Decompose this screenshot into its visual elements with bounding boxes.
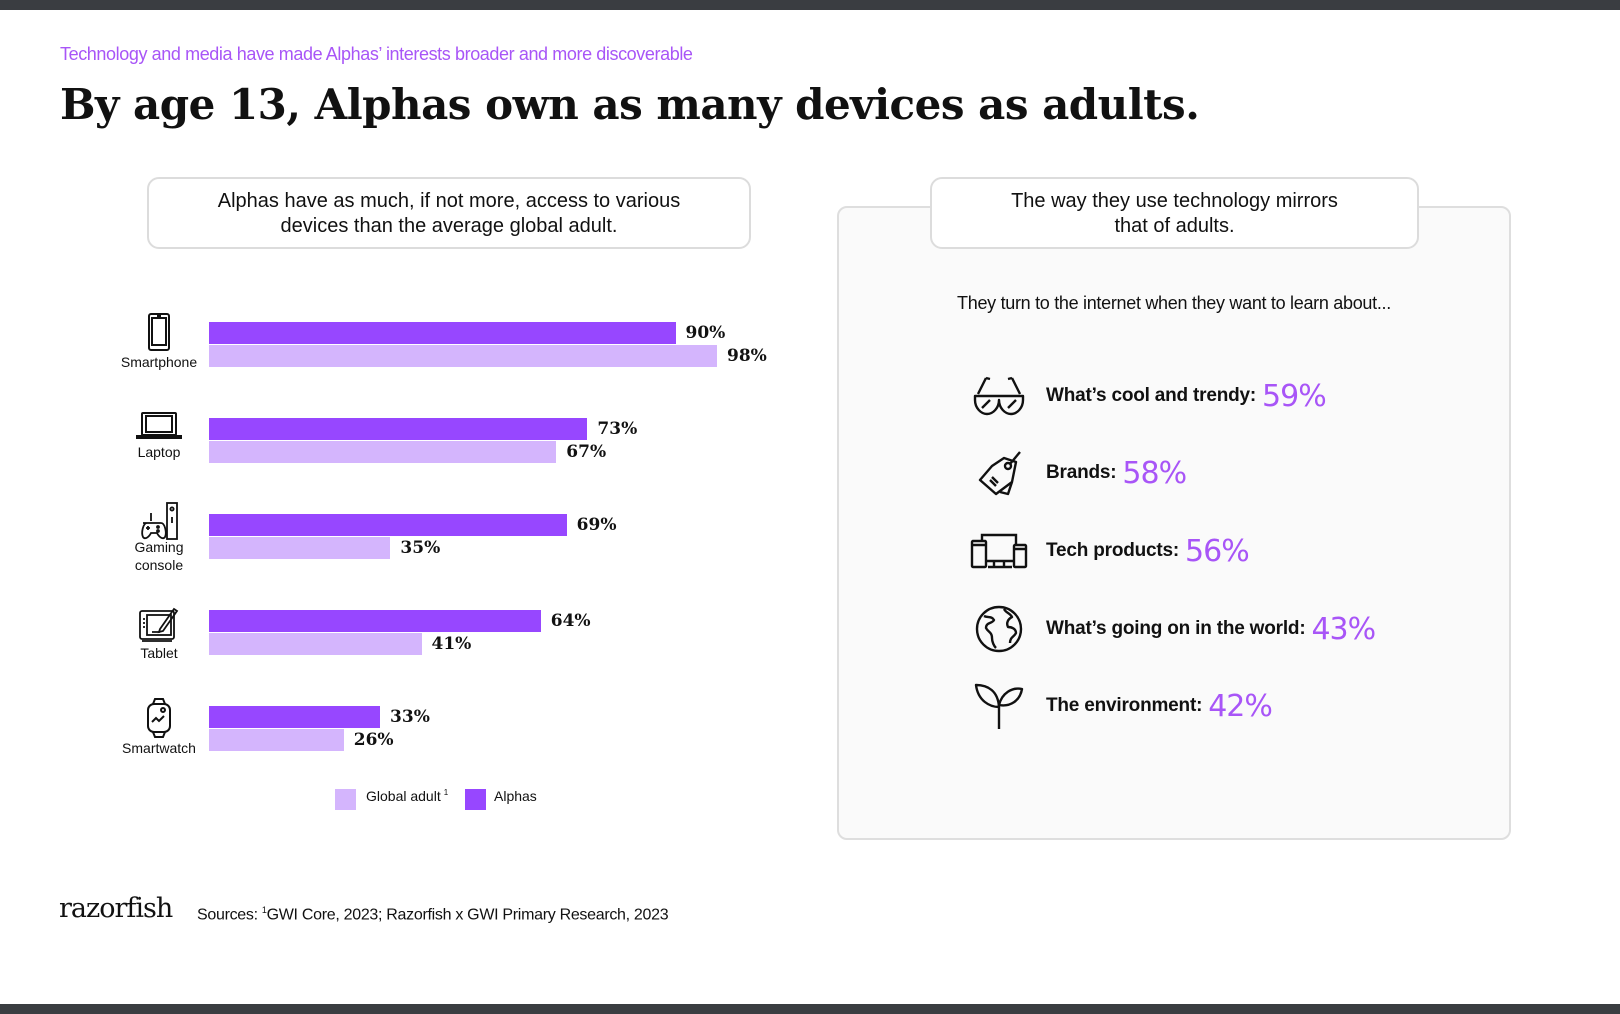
sources-note: Sources: 1GWI Core, 2023; Razorfish x GW… [197, 905, 669, 924]
window-bottom-bar [0, 1004, 1620, 1014]
right-callout-line2: that of adults. [1114, 215, 1235, 237]
bar-global-adult [209, 729, 344, 751]
interest-item: Tech products: 56% [970, 526, 1250, 576]
interest-item: What’s going on in the world: 43% [970, 604, 1376, 654]
interest-value: 59% [1262, 378, 1327, 414]
legend-label-global-adult: Global adult 1 [366, 788, 448, 804]
data-label: 69% [576, 515, 617, 535]
sprout-icon [970, 681, 1028, 731]
data-label: 64% [550, 611, 591, 631]
bar-alphas [209, 610, 541, 632]
right-panel [837, 206, 1511, 840]
bar-alphas [209, 418, 588, 440]
data-label: 41% [431, 634, 472, 654]
legend-swatch-alphas [465, 789, 486, 810]
sunglasses-icon [970, 371, 1028, 421]
data-label: 98% [727, 346, 767, 366]
bar-global-adult [209, 345, 717, 367]
data-label: 35% [400, 538, 441, 558]
interest-value: 42% [1208, 688, 1273, 724]
right-callout-line1: The way they use technology mirrors [1011, 190, 1338, 212]
legend-global-adult-text: Global adult [366, 788, 441, 804]
interest-value: 56% [1185, 533, 1250, 569]
left-callout-line1: Alphas have as much, if not more, access… [217, 190, 681, 212]
legend-swatch-global-adult [335, 789, 356, 810]
interest-label: What’s cool and trendy: [1046, 385, 1257, 406]
interest-value: 58% [1122, 455, 1187, 491]
data-label: 26% [353, 730, 394, 750]
data-label: 33% [390, 707, 430, 727]
sources-footnote: 1 [261, 905, 267, 915]
interest-label: What’s going on in the world: [1046, 618, 1306, 639]
category-label: Smartphone [120, 354, 198, 370]
section-kicker: Technology and media have made Alphas’ i… [60, 44, 693, 64]
interest-item: Brands: 58% [970, 448, 1187, 498]
smartphone-icon [147, 313, 171, 356]
data-label: 67% [566, 442, 607, 462]
interest-label: Brands: [1046, 462, 1117, 483]
data-label: 90% [685, 323, 726, 343]
razorfish-logo: razorfish [59, 893, 173, 924]
interest-value: 43% [1311, 611, 1376, 647]
interest-item: The environment: 42% [970, 681, 1273, 731]
interest-item: What’s cool and trendy: 59% [970, 371, 1327, 421]
page-title: By age 13, Alphas own as many devices as… [60, 80, 1200, 129]
data-label: 73% [597, 419, 638, 439]
sources-text: GWI Core, 2023; Razorfish x GWI Primary … [266, 906, 669, 924]
globe-icon [970, 604, 1028, 654]
interest-label: The environment: [1046, 695, 1203, 716]
tablet-icon [138, 605, 180, 648]
window-top-bar [0, 0, 1620, 10]
legend-label-alphas: Alphas [494, 788, 537, 804]
device-ownership-chart: Smartphone 90% 98% Laptop 73% 67% Gaming consol… [0, 0, 820, 860]
bar-alphas [209, 514, 567, 536]
left-callout-line2: devices than the average global adult. [280, 215, 618, 237]
interest-label: Tech products: [1046, 540, 1180, 561]
bar-global-adult [209, 441, 557, 463]
devices-icon [970, 526, 1028, 576]
category-label: Gaming console [134, 539, 184, 573]
bar-global-adult [209, 633, 422, 655]
panel-intro: They turn to the internet when they want… [957, 293, 1391, 313]
category-label: Laptop [137, 444, 181, 460]
bar-alphas [209, 322, 676, 344]
price-tag-icon [970, 448, 1028, 498]
laptop-icon [136, 411, 182, 446]
category-label: Tablet [140, 645, 178, 661]
category-label: Smartwatch [122, 740, 196, 756]
sources-prefix: Sources: [197, 906, 262, 924]
legend-footnote: 1 [443, 788, 449, 798]
right-callout-box: The way they use technology mirrors that… [930, 177, 1419, 249]
bar-alphas [209, 706, 381, 728]
left-callout-box: Alphas have as much, if not more, access… [147, 177, 751, 249]
smartwatch-icon [145, 698, 173, 743]
bar-global-adult [209, 537, 391, 559]
gaming-console-icon [137, 501, 181, 546]
